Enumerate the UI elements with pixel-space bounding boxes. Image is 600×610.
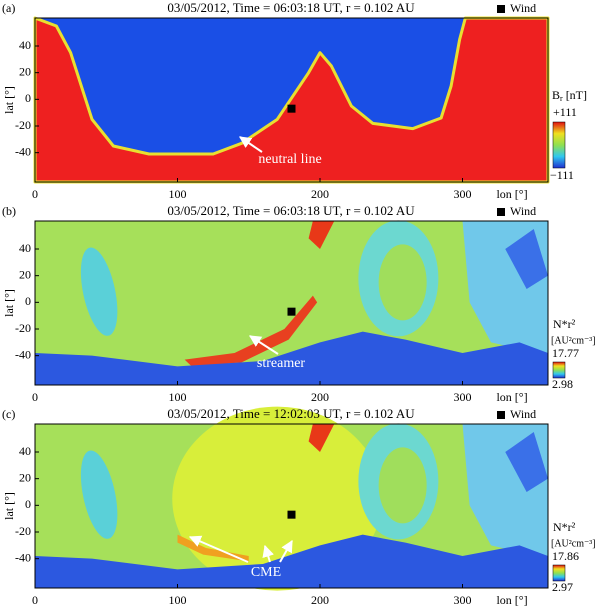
colorbar-unit: [nT]: [566, 88, 587, 102]
panel-title: 03/05/2012, Time = 06:03:18 UT, r = 0.10…: [167, 0, 415, 15]
colorbar: [552, 361, 566, 379]
panel-label: (b): [2, 204, 16, 218]
cyan-region: [80, 450, 118, 539]
y-tick-label: 40: [19, 241, 31, 255]
colorbar-title: N*r²: [553, 317, 576, 331]
y-axis-label: lat [°]: [2, 86, 16, 114]
annotation-arrow: [248, 335, 279, 355]
top-red: [308, 424, 335, 452]
x-tick-label: 300: [454, 390, 472, 404]
y-axis-label: lat [°]: [2, 492, 16, 520]
colorbar-max: 17.86: [552, 549, 579, 563]
y-tick-label: 20: [19, 470, 31, 484]
colorbar-max: +111: [553, 105, 577, 119]
y-tick-label: -40: [15, 347, 31, 361]
blue-region: [505, 229, 548, 289]
annotation-arrow: [279, 539, 293, 563]
x-tick-label: 100: [169, 593, 187, 607]
colorbar: [552, 121, 566, 169]
annotation: CME: [251, 565, 281, 580]
y-tick-label: 0: [25, 497, 31, 511]
y-tick-label: -20: [15, 524, 31, 538]
streamer-red: [184, 295, 318, 367]
x-tick-label: 200: [311, 187, 329, 201]
legend-marker: [497, 5, 505, 13]
y-tick-label: -20: [15, 321, 31, 335]
panel-label: (c): [2, 407, 15, 421]
y-tick-label: -40: [15, 144, 31, 158]
legend-marker: [497, 208, 505, 216]
colorbar-min: −111: [550, 168, 574, 182]
plot-frame: [34, 17, 549, 183]
y-tick-label: 0: [25, 91, 31, 105]
wind-marker: [287, 307, 296, 316]
cyan-region: [80, 247, 118, 336]
colorbar-unit: [AU²cm⁻³]: [551, 335, 596, 346]
x-tick-label: 200: [311, 593, 329, 607]
blue-band: [35, 534, 548, 588]
x-axis-label: lon [°]: [496, 390, 527, 404]
annotation-arrow: [262, 544, 274, 563]
legend-label: Wind: [510, 204, 536, 218]
colorbar-min: 2.97: [552, 580, 573, 594]
annotation: streamer: [257, 356, 306, 371]
x-tick-label: 0: [32, 187, 38, 201]
colorbar-unit: [AU²cm⁻³]: [551, 538, 596, 549]
colorbar-title: N*r²: [553, 520, 576, 534]
y-tick-label: 0: [25, 294, 31, 308]
top-red: [308, 221, 335, 249]
plot-frame: [34, 423, 549, 589]
y-tick-label: 20: [19, 267, 31, 281]
legend-label: Wind: [510, 407, 536, 421]
panel-title: 03/05/2012, Time = 06:03:18 UT, r = 0.10…: [167, 203, 415, 218]
green-core: [378, 244, 427, 321]
colorbar-max: 17.77: [552, 346, 579, 360]
wind-marker: [287, 104, 296, 113]
blue-region: [505, 432, 548, 492]
plot-frame: [34, 220, 549, 386]
blue-band: [35, 331, 548, 385]
green-core: [378, 447, 427, 524]
panel-title: 03/05/2012, Time = 12:02:03 UT, r = 0.10…: [167, 406, 415, 421]
x-tick-label: 100: [169, 390, 187, 404]
colorbar: [552, 564, 566, 582]
legend-label: Wind: [510, 1, 536, 15]
colorbar-symbol: B: [552, 88, 560, 102]
y-tick-label: 40: [19, 444, 31, 458]
annotation-arrow: [188, 535, 249, 563]
x-tick-label: 100: [169, 187, 187, 201]
wind-marker: [287, 510, 296, 519]
colorbar-subscript: r: [560, 94, 563, 103]
legend-marker: [497, 411, 505, 419]
annotation: neutral line: [258, 152, 321, 167]
x-tick-label: 300: [454, 593, 472, 607]
colorbar-min: 2.98: [552, 377, 573, 391]
x-axis-label: lon [°]: [496, 187, 527, 201]
x-tick-label: 200: [311, 390, 329, 404]
x-tick-label: 0: [32, 593, 38, 607]
x-tick-label: 300: [454, 187, 472, 201]
x-tick-label: 0: [32, 390, 38, 404]
y-tick-label: 20: [19, 64, 31, 78]
y-axis-label: lat [°]: [2, 289, 16, 317]
y-tick-label: -40: [15, 550, 31, 564]
annotation-arrow: [239, 136, 263, 153]
y-tick-label: -20: [15, 118, 31, 132]
x-axis-label: lon [°]: [496, 593, 527, 607]
colorbar-title: Br [nT]: [552, 88, 587, 103]
y-tick-label: 40: [19, 38, 31, 52]
panel-label: (a): [2, 1, 15, 15]
